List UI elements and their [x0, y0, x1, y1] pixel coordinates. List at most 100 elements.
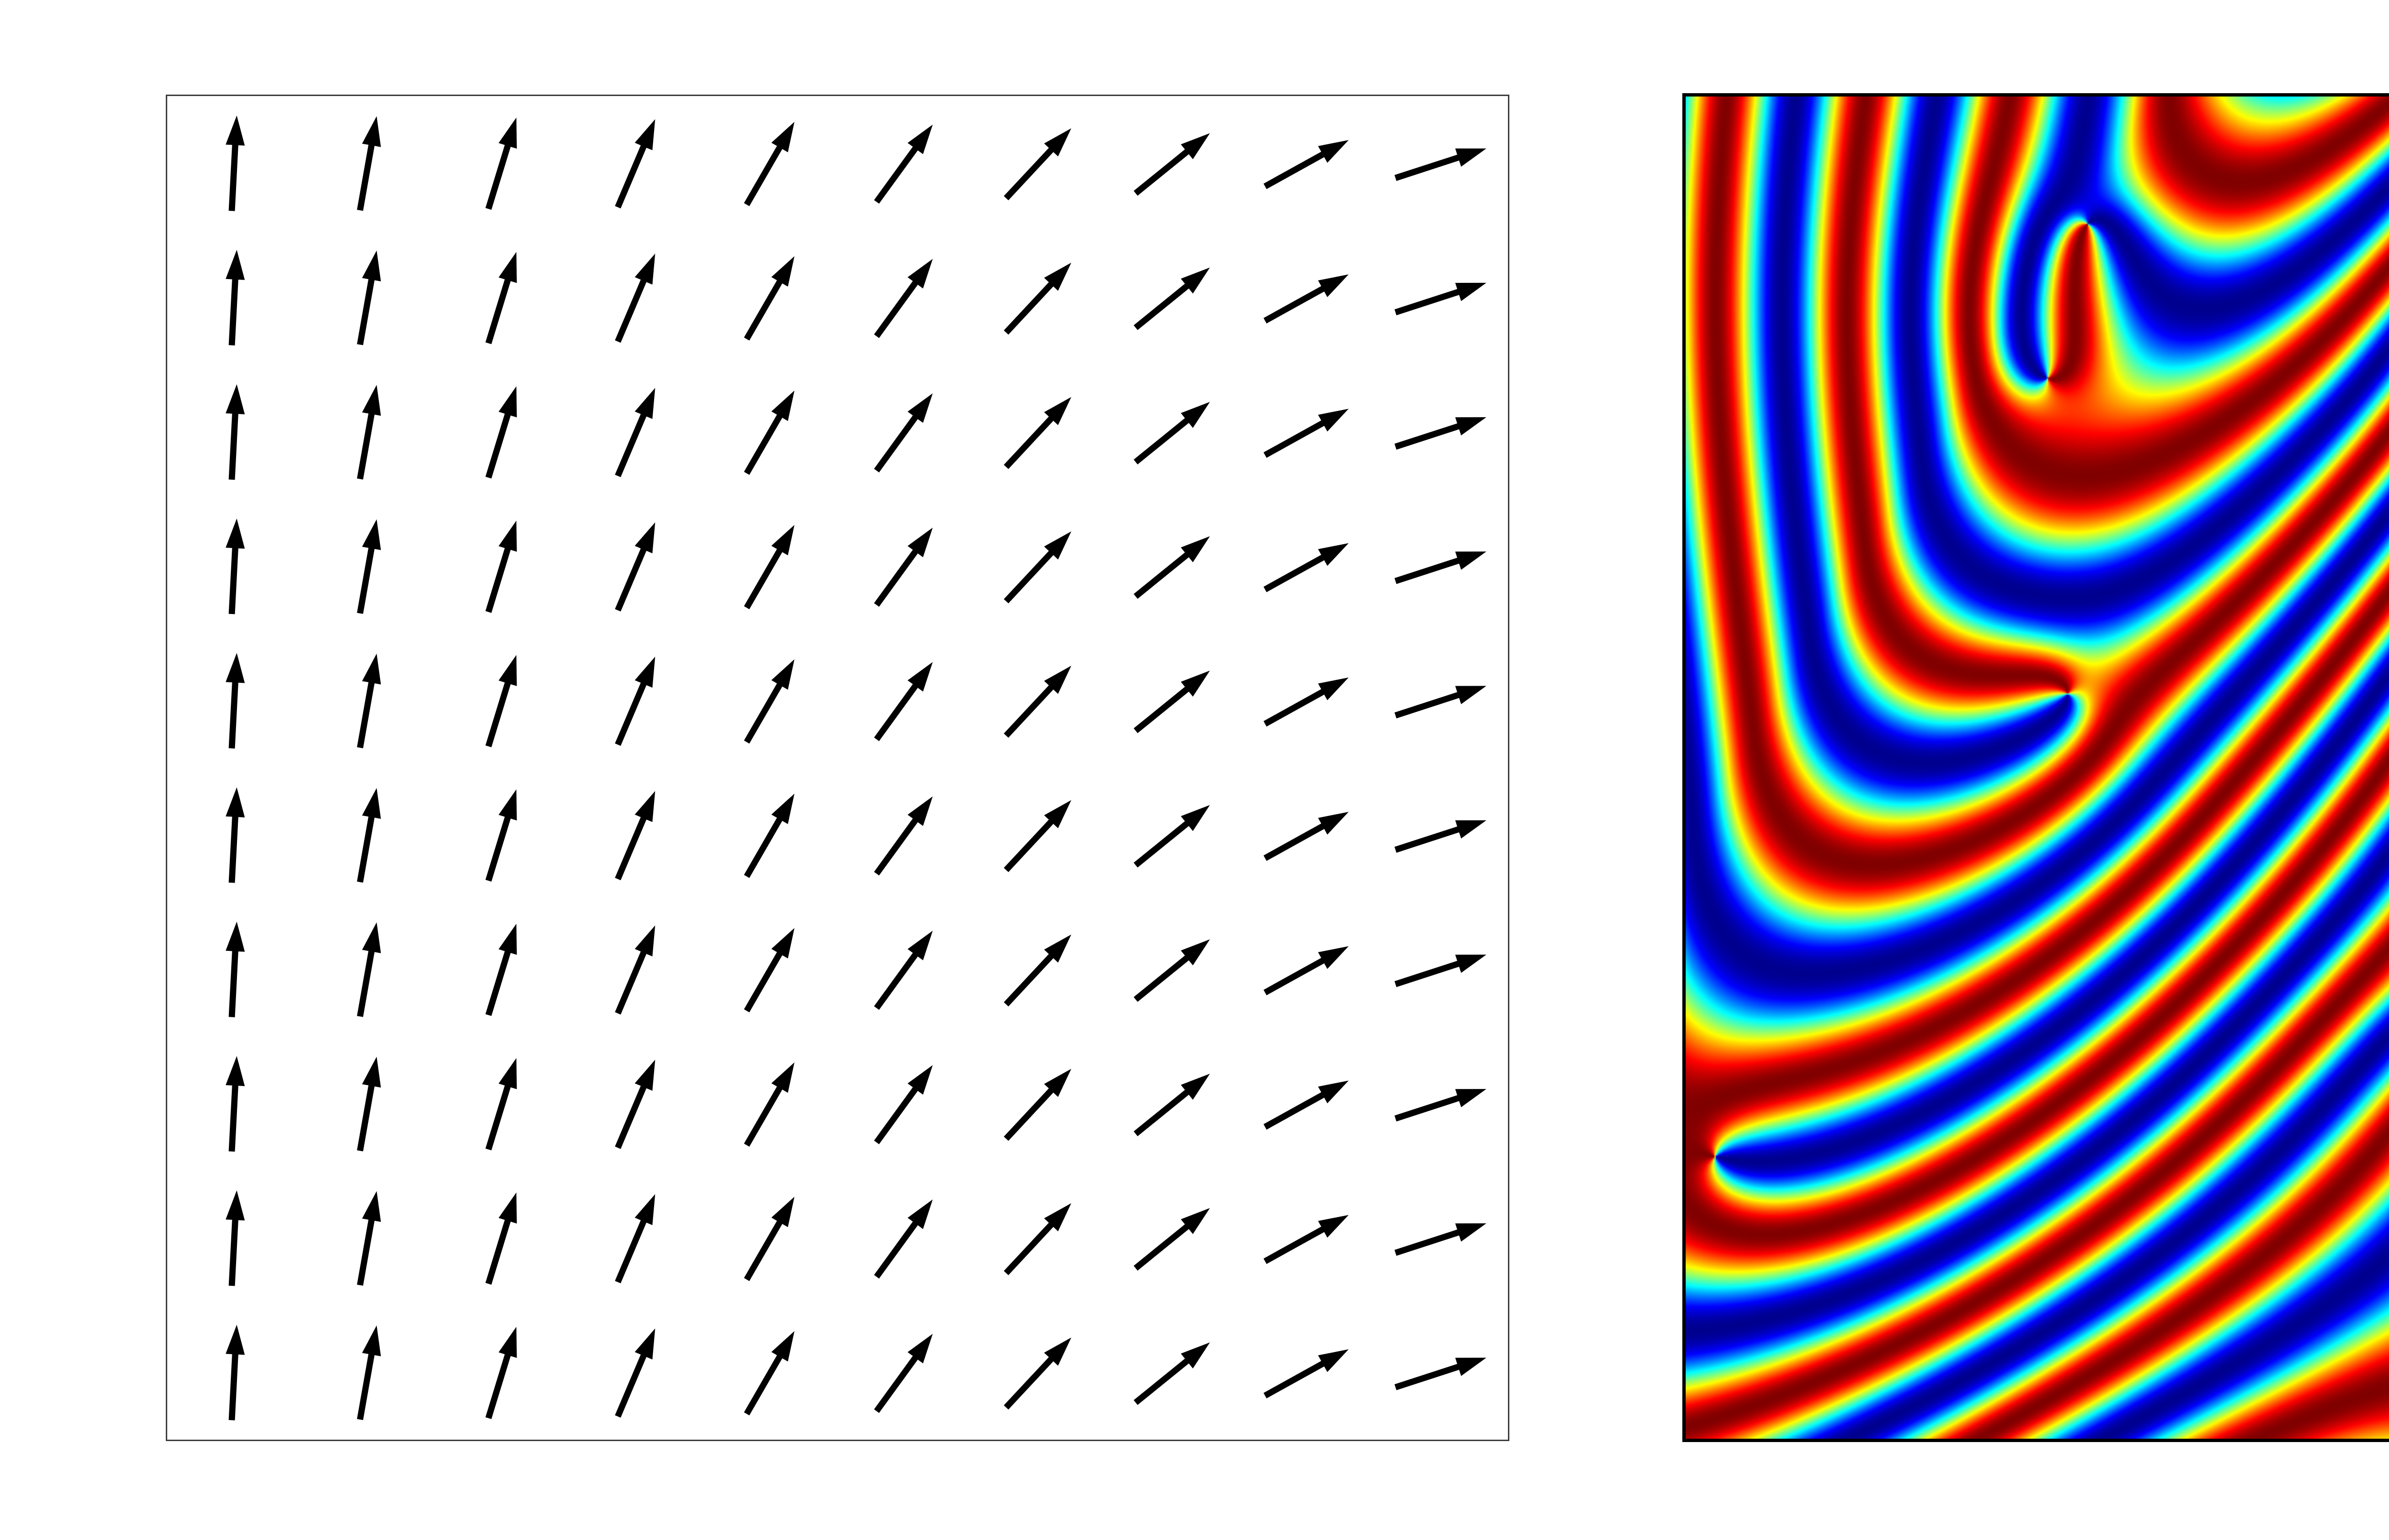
pattern-panel — [1682, 93, 2389, 1442]
quiver-arrow — [1394, 282, 1486, 315]
quiver-arrow — [1263, 1215, 1349, 1264]
quiver-arrow — [226, 787, 245, 883]
quiver-arrow — [615, 119, 656, 209]
quiver-arrow — [226, 653, 245, 749]
quiver-arrow — [357, 922, 381, 1017]
quiver-arrow — [615, 253, 656, 343]
quiver-arrow — [1263, 140, 1349, 189]
quiver-arrow — [485, 655, 517, 747]
quiver-arrow — [1394, 551, 1486, 584]
quiver-arrow — [357, 653, 381, 748]
quiver-arrow — [744, 1331, 795, 1416]
quiver-arrow — [615, 657, 656, 746]
quiver-arrow — [1263, 812, 1349, 861]
quiver-arrow — [1003, 1068, 1072, 1141]
quiver-arrow — [485, 520, 517, 613]
quiver-arrow — [615, 1194, 656, 1283]
quiver-arrow — [874, 258, 933, 338]
quiver-arrow — [485, 1326, 517, 1419]
quiver-arrow — [744, 256, 795, 341]
quiver-arrow — [1133, 1074, 1210, 1136]
quiver-arrow — [1394, 820, 1486, 853]
quiver-arrow — [357, 385, 381, 480]
quiver-arrow — [1133, 1208, 1210, 1271]
quiver-arrow — [744, 659, 795, 744]
quiver-arrow — [1263, 1080, 1349, 1130]
quiver-arrow — [1003, 934, 1072, 1007]
quiver-arrow — [226, 518, 245, 614]
quiver-arrow — [874, 124, 933, 204]
quiver-arrow — [1263, 677, 1349, 727]
quiver-arrow — [874, 1334, 933, 1413]
quiver-arrow — [744, 525, 795, 610]
quiver-arrow — [226, 1325, 245, 1421]
quiver-arrow — [1394, 1357, 1486, 1390]
quiver-arrow — [226, 384, 245, 480]
quiver-arrow — [1133, 1342, 1210, 1405]
quiver-panel — [166, 95, 1509, 1441]
quiver-arrow — [485, 1192, 517, 1285]
quiver-arrow — [485, 789, 517, 882]
quiver-arrow — [1394, 686, 1486, 719]
quiver-arrow — [1263, 409, 1349, 458]
quiver-arrow — [485, 252, 517, 345]
quiver-arrow — [744, 928, 795, 1012]
quiver-arrow — [1263, 1349, 1349, 1399]
quiver-arrow — [1263, 946, 1349, 995]
quiver-arrow — [1133, 939, 1210, 1002]
quiver-arrow — [485, 118, 517, 210]
pattern-canvas — [1686, 97, 2389, 1439]
quiver-arrow — [357, 1056, 381, 1152]
quiver-arrow — [485, 386, 517, 479]
quiver-arrow — [1263, 274, 1349, 323]
quiver-arrow — [1003, 1203, 1072, 1275]
quiver-arrow — [744, 1062, 795, 1147]
quiver-arrow — [226, 1190, 245, 1286]
quiver-arrow — [1003, 531, 1072, 603]
quiver-arrow — [1133, 133, 1210, 196]
quiver-arrow — [1003, 397, 1072, 469]
quiver-arrow — [226, 249, 245, 345]
quiver-arrow — [615, 1059, 656, 1149]
quiver-arrow — [1133, 536, 1210, 599]
quiver-arrow — [1003, 666, 1072, 738]
quiver-arrow — [874, 528, 933, 607]
quiver-arrow — [1394, 148, 1486, 181]
quiver-arrow — [744, 122, 795, 206]
quiver-arrow — [357, 116, 381, 211]
quiver-arrow — [1133, 805, 1210, 868]
quiver-plot — [226, 115, 1486, 1421]
quiver-arrow — [357, 1325, 381, 1420]
quiver-arrow — [615, 388, 656, 477]
quiver-arrow — [874, 1199, 933, 1279]
quiver-arrow — [1263, 543, 1349, 592]
quiver-arrow — [1003, 800, 1072, 872]
quiver-arrow — [874, 796, 933, 876]
quiver-arrow — [744, 390, 795, 475]
quiver-arrow — [615, 925, 656, 1015]
quiver-arrow — [1003, 262, 1072, 335]
quiver-arrow — [357, 250, 381, 345]
quiver-arrow — [1394, 417, 1486, 450]
quiver-arrow — [615, 522, 656, 612]
quiver-arrow — [357, 788, 381, 883]
quiver-arrow — [485, 1058, 517, 1151]
quiver-arrow — [226, 1056, 245, 1152]
quiver-arrow — [1394, 954, 1486, 987]
quiver-arrow — [226, 115, 245, 211]
quiver-arrow — [226, 921, 245, 1017]
quiver-arrow — [744, 794, 795, 878]
quiver-arrow — [485, 924, 517, 1016]
quiver-arrow — [1003, 128, 1072, 201]
quiver-arrow — [357, 1191, 381, 1286]
quiver-arrow — [1003, 1337, 1072, 1410]
quiver-arrow — [1133, 402, 1210, 464]
quiver-arrow — [1133, 670, 1210, 733]
quiver-arrow — [874, 393, 933, 473]
quiver-arrow — [1133, 267, 1210, 330]
quiver-arrow — [744, 1196, 795, 1282]
quiver-arrow — [357, 519, 381, 614]
quiver-arrow — [615, 1328, 656, 1418]
